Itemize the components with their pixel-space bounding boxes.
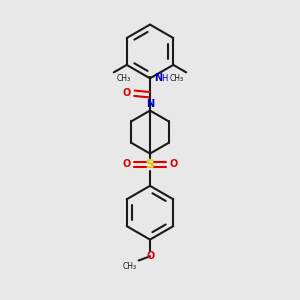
Text: O: O	[169, 159, 177, 169]
Text: CH₃: CH₃	[123, 262, 137, 271]
Text: O: O	[123, 88, 131, 98]
Text: CH₃: CH₃	[170, 74, 184, 83]
Text: O: O	[146, 251, 155, 261]
Text: N: N	[146, 99, 154, 110]
Text: CH₃: CH₃	[116, 74, 130, 83]
Text: S: S	[146, 158, 154, 171]
Text: H: H	[161, 74, 168, 83]
Text: O: O	[123, 159, 131, 169]
Text: N: N	[154, 73, 163, 83]
